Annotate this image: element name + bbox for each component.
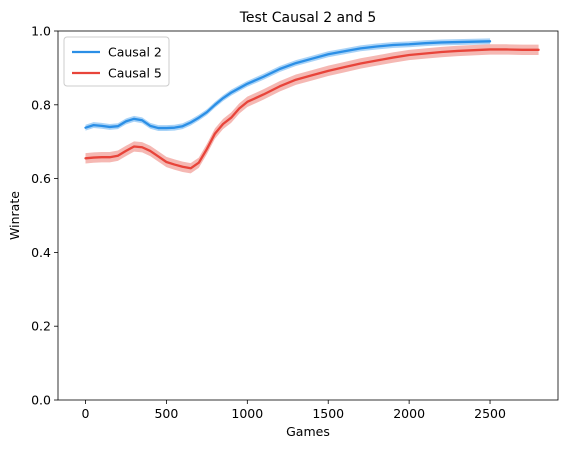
- legend-label: Causal 2: [108, 45, 162, 60]
- y-axis-label: Winrate: [7, 191, 22, 240]
- y-tick-label: 0.2: [31, 319, 51, 334]
- y-tick-label: 0.0: [31, 393, 51, 408]
- series-line-2: [84, 48, 540, 170]
- x-tick-label: 500: [154, 406, 178, 421]
- x-tick-label: 2000: [393, 406, 425, 421]
- chart-title: Test Causal 2 and 5: [239, 10, 377, 26]
- series-lines: [84, 40, 540, 170]
- x-axis-label: Games: [286, 424, 330, 439]
- series-line-1: [84, 40, 492, 130]
- x-tick-label: 1000: [231, 406, 263, 421]
- y-tick-label: 0.6: [31, 171, 51, 186]
- x-tick-label: 0: [82, 406, 90, 421]
- y-axis-ticks: 0.0 0.2 0.4 0.6 0.8 1.0: [31, 24, 58, 408]
- x-tick-label: 2500: [474, 406, 506, 421]
- y-tick-label: 0.4: [31, 245, 51, 260]
- y-tick-label: 0.8: [31, 97, 51, 112]
- y-tick-label: 1.0: [31, 24, 51, 39]
- x-axis-ticks: 0 500 1000 1500 2000 2500: [82, 400, 506, 421]
- legend-label: Causal 5: [108, 66, 162, 81]
- plot-frame: [57, 30, 559, 401]
- legend: Causal 2 Causal 5: [63, 36, 170, 87]
- x-tick-label: 1500: [312, 406, 344, 421]
